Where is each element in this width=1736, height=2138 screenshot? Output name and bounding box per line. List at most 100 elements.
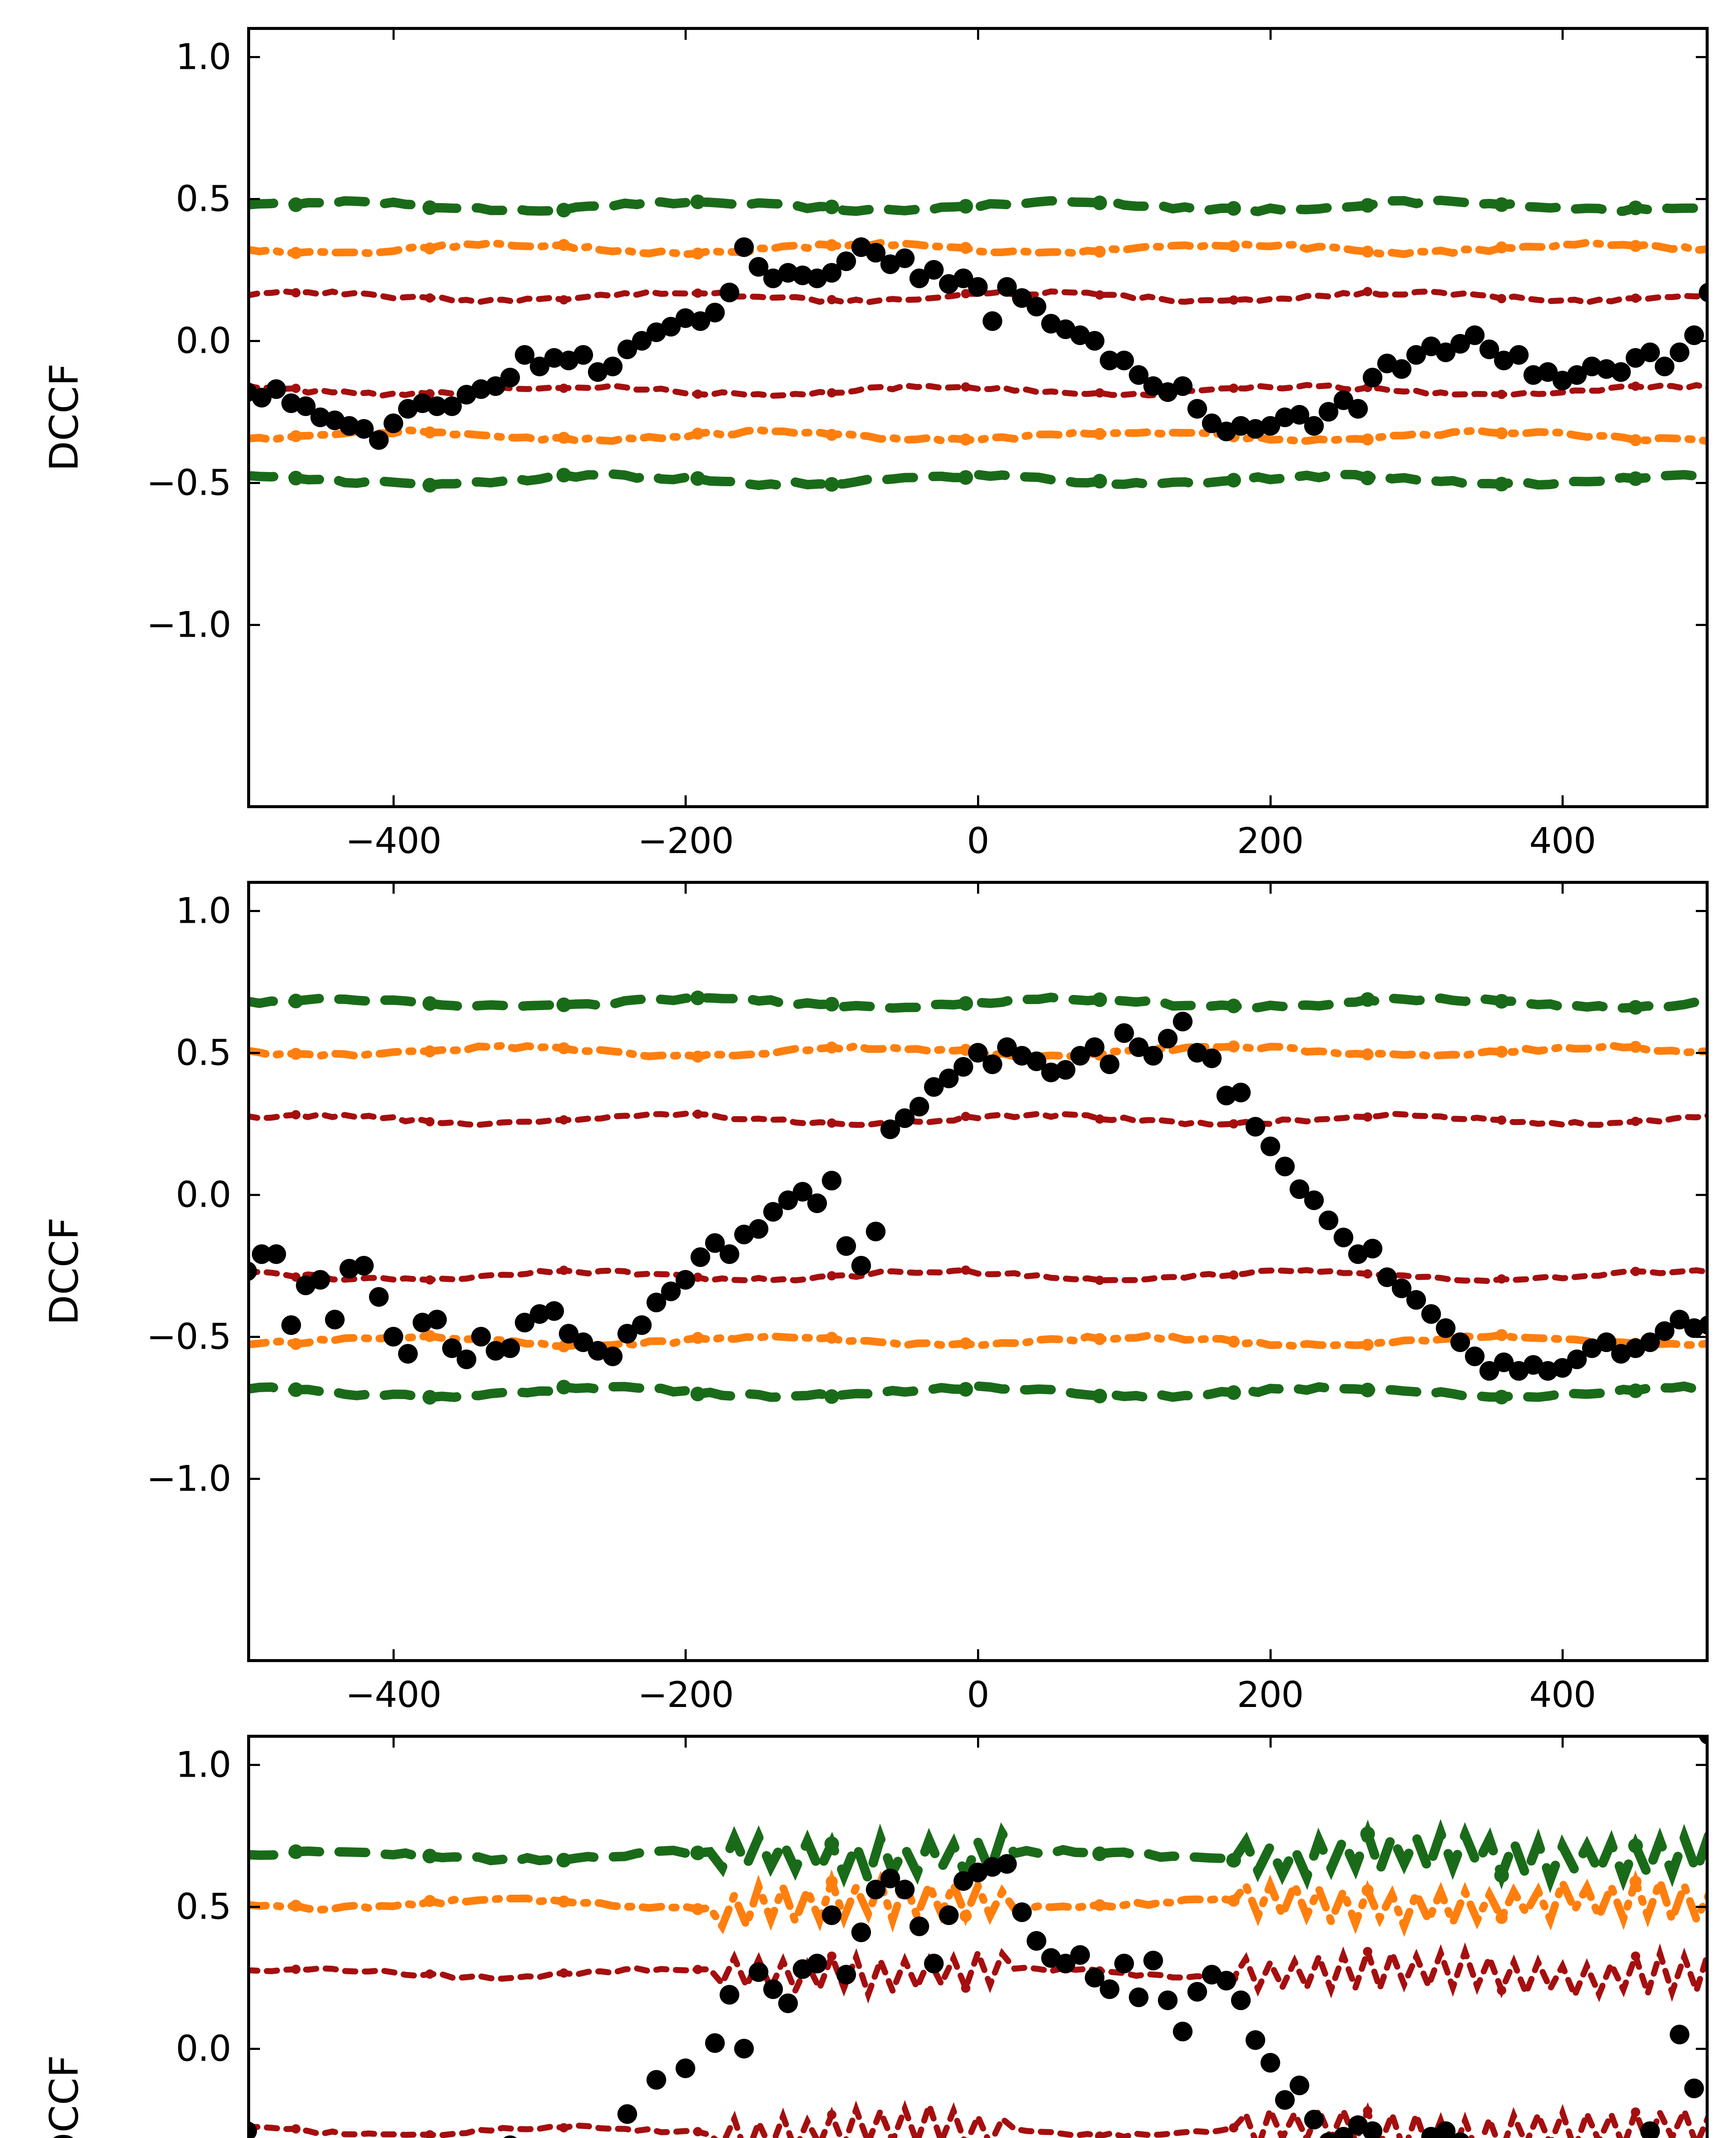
data-point bbox=[1260, 1137, 1280, 1157]
data-point bbox=[1260, 2053, 1280, 2073]
significance-band-95-upper bbox=[247, 1041, 1709, 1061]
band-marker bbox=[1095, 388, 1104, 398]
data-point bbox=[1333, 1227, 1353, 1247]
data-point bbox=[953, 1057, 973, 1077]
x-tick-top bbox=[392, 881, 395, 894]
x-tick bbox=[392, 1649, 395, 1662]
x-tick-label: −400 bbox=[345, 820, 442, 862]
data-point bbox=[1275, 1156, 1295, 1176]
data-point bbox=[1275, 2090, 1295, 2110]
band-marker bbox=[288, 470, 304, 486]
data-point bbox=[851, 1256, 871, 1276]
band-marker bbox=[693, 288, 703, 298]
significance-band-68-upper bbox=[247, 1942, 1709, 2004]
band-marker bbox=[693, 1273, 703, 1282]
y-tick-right bbox=[1696, 1194, 1709, 1196]
band-marker bbox=[289, 247, 302, 259]
data-point bbox=[602, 1347, 623, 1367]
y-tick bbox=[247, 1194, 260, 1196]
x-tick-top bbox=[392, 1735, 395, 1748]
y-tick-label: 0.0 bbox=[176, 320, 231, 362]
band-marker bbox=[424, 1045, 436, 1057]
x-tick bbox=[1269, 795, 1272, 808]
band-marker bbox=[422, 200, 437, 215]
band-marker bbox=[1630, 1875, 1642, 1888]
data-point bbox=[1187, 1982, 1207, 2002]
x-tick bbox=[1269, 1649, 1272, 1662]
x-tick-top bbox=[392, 27, 395, 40]
band-marker bbox=[1495, 1329, 1508, 1341]
band-marker bbox=[960, 434, 972, 446]
band-marker bbox=[288, 993, 304, 1009]
band-marker bbox=[960, 1337, 972, 1350]
panel-2-frame bbox=[247, 881, 1709, 1662]
x-tick-label: −200 bbox=[638, 1674, 734, 1716]
band-marker bbox=[1095, 2131, 1104, 2138]
data-point bbox=[500, 1338, 520, 1358]
data-point bbox=[1304, 2110, 1324, 2129]
band-marker bbox=[691, 1051, 704, 1063]
data-point bbox=[1202, 1048, 1222, 1069]
x-tick-label: 0 bbox=[967, 820, 989, 862]
band-marker bbox=[289, 1338, 302, 1350]
band-marker bbox=[1495, 241, 1508, 254]
band-marker bbox=[1630, 240, 1642, 252]
x-tick bbox=[392, 795, 395, 808]
y-tick bbox=[247, 624, 260, 626]
band-marker bbox=[958, 470, 973, 485]
data-point bbox=[924, 260, 944, 280]
data-point bbox=[325, 1310, 345, 1330]
band-marker bbox=[690, 990, 706, 1005]
data-point bbox=[749, 1219, 769, 1239]
data-point bbox=[997, 1854, 1017, 1874]
data-point bbox=[398, 1344, 418, 1364]
data-point bbox=[369, 430, 389, 450]
band-marker bbox=[827, 295, 837, 304]
x-tick-label: 200 bbox=[1237, 1674, 1304, 1716]
band-marker bbox=[1360, 198, 1375, 213]
band-marker bbox=[1628, 1383, 1643, 1398]
data-point bbox=[1114, 1023, 1134, 1043]
band-marker bbox=[1631, 2107, 1641, 2117]
band-marker bbox=[824, 1836, 839, 1852]
band-marker bbox=[425, 1969, 435, 1979]
band-marker bbox=[1093, 1899, 1106, 1911]
band-marker bbox=[1494, 1868, 1509, 1883]
band-marker bbox=[1229, 1119, 1239, 1129]
data-point bbox=[676, 1270, 696, 1290]
band-marker bbox=[824, 477, 839, 492]
band-marker bbox=[958, 199, 973, 214]
y-tick bbox=[247, 482, 260, 484]
x-tick bbox=[685, 795, 687, 808]
y-tick bbox=[247, 198, 260, 200]
band-marker bbox=[1628, 1838, 1643, 1853]
y-tick-right bbox=[1696, 1906, 1709, 1908]
data-point bbox=[1246, 1116, 1266, 1137]
x-tick bbox=[685, 1649, 687, 1662]
significance-band-99-lower bbox=[247, 469, 1709, 491]
x-tick-top bbox=[977, 881, 979, 894]
data-point bbox=[266, 1244, 286, 1264]
data-point bbox=[1114, 351, 1134, 371]
panel-3-plot-area bbox=[247, 1735, 1709, 2138]
band-marker bbox=[961, 1265, 971, 1275]
band-marker bbox=[1229, 384, 1239, 393]
band-marker bbox=[1092, 474, 1107, 489]
band-marker bbox=[690, 1386, 706, 1402]
data-point bbox=[734, 237, 754, 257]
y-tick-right bbox=[1696, 56, 1709, 58]
data-point bbox=[500, 2135, 520, 2138]
band-marker bbox=[559, 2123, 569, 2133]
band-marker bbox=[958, 996, 973, 1011]
band-marker bbox=[1363, 2106, 1373, 2116]
band-marker bbox=[1497, 390, 1506, 399]
y-tick bbox=[247, 1906, 260, 1908]
band-marker bbox=[422, 1849, 437, 1863]
band-marker bbox=[824, 199, 839, 215]
band-marker bbox=[1228, 1040, 1240, 1053]
band-marker bbox=[558, 1896, 570, 1908]
data-point bbox=[647, 2070, 667, 2090]
band-marker bbox=[1092, 992, 1107, 1007]
data-point bbox=[544, 1301, 564, 1321]
data-point bbox=[1128, 1987, 1148, 2008]
